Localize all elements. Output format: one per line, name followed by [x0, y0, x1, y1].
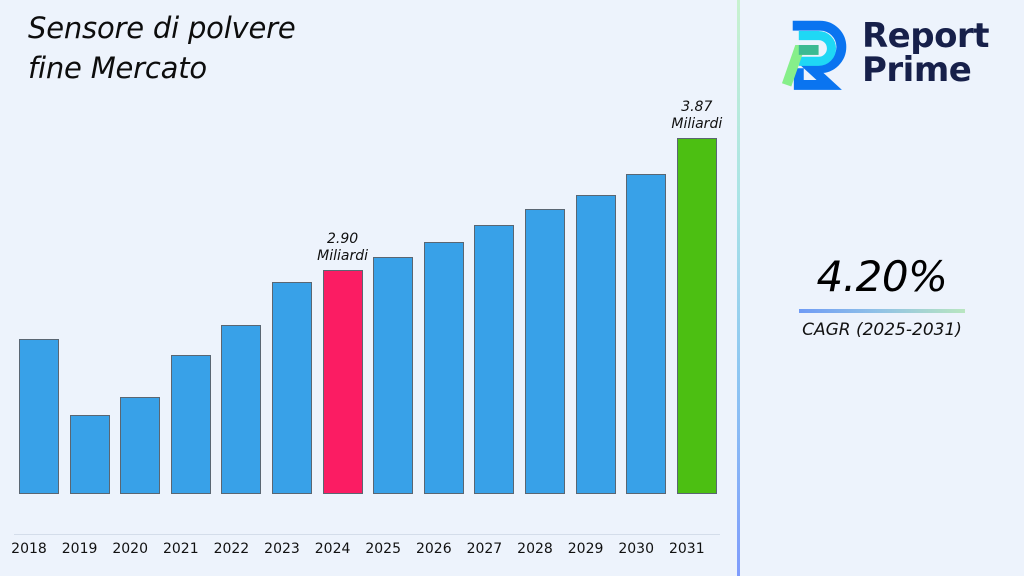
cagr-block: 4.20% CAGR (2025-2031): [740, 252, 1024, 341]
bar-chart-plot-area: 2.90 Miliardi 3.87 Miliardi: [19, 99, 722, 494]
x-tick-label-2025: 2025: [365, 541, 401, 557]
report-prime-logo-mark-icon: [781, 20, 847, 90]
bar-2019[interactable]: [69, 415, 110, 494]
x-tick-label-2018: 2018: [11, 541, 47, 557]
x-tick-label-2029: 2029: [567, 541, 604, 557]
bar-2030[interactable]: [626, 174, 667, 494]
bar-2020[interactable]: [120, 397, 161, 494]
x-tick-label-2030: 2030: [618, 541, 654, 557]
x-tick-label-2021: 2021: [162, 541, 199, 557]
brand-logo-text: Report Prime: [862, 16, 989, 90]
bar-2026[interactable]: [423, 242, 464, 494]
page-title: Sensore di polvere fine Mercato: [28, 11, 296, 85]
x-tick-label-2031: 2031: [668, 541, 705, 557]
x-tick-label-2027: 2027: [466, 541, 503, 557]
x-tick-label-2026: 2026: [415, 541, 452, 557]
bar-2021[interactable]: [170, 355, 211, 494]
bar-2028[interactable]: [525, 209, 565, 494]
bar-2024[interactable]: [322, 270, 363, 494]
x-tick-label-2023: 2023: [264, 541, 300, 557]
bar-2027[interactable]: [474, 225, 515, 494]
bar-2022[interactable]: [221, 325, 262, 494]
panel-divider: [737, 0, 740, 576]
x-axis-line: [14, 534, 720, 535]
x-tick-label-2020: 2020: [112, 541, 148, 557]
chart-panel: Sensore di polvere fine Mercato 2.90 Mil…: [11, 11, 722, 557]
brand-logo: Report Prime: [776, 10, 1006, 96]
bar-2029[interactable]: [575, 195, 616, 494]
bar-2023[interactable]: [272, 282, 312, 494]
bar-value-label-2024: 2.90 Miliardi: [317, 231, 369, 264]
side-panel: Report Prime 4.20% CAGR (2025-2031): [740, 0, 1024, 576]
bar-2018[interactable]: [19, 339, 59, 494]
bar-2031[interactable]: [676, 138, 717, 494]
x-tick-label-2024: 2024: [314, 541, 351, 557]
x-tick-label-2028: 2028: [517, 541, 553, 557]
x-tick-label-2019: 2019: [61, 541, 98, 557]
bar-2025[interactable]: [373, 257, 414, 494]
cagr-value: 4.20%: [816, 252, 948, 301]
x-tick-label-2022: 2022: [213, 541, 250, 557]
cagr-label: CAGR (2025-2031): [802, 320, 962, 340]
bar-value-label-2031: 3.87 Miliardi: [671, 99, 723, 132]
cagr-divider-rule: [799, 309, 965, 313]
